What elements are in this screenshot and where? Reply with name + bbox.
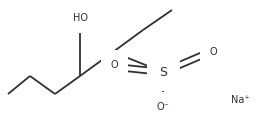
- Text: O: O: [210, 47, 218, 57]
- Text: S: S: [159, 65, 167, 79]
- Text: O⁻: O⁻: [157, 102, 169, 112]
- Text: Na⁺: Na⁺: [231, 95, 249, 105]
- Text: O: O: [110, 60, 118, 70]
- Text: HO: HO: [73, 13, 87, 23]
